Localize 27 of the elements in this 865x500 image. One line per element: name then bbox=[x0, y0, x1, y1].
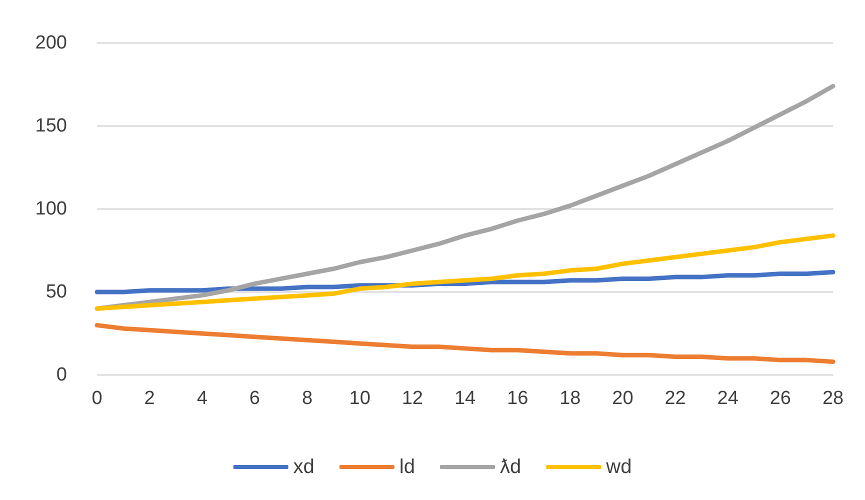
x-tick-label: 6 bbox=[249, 388, 260, 409]
legend-label: ld bbox=[399, 456, 416, 478]
x-tick-label: 20 bbox=[612, 388, 634, 409]
x-tick-label: 16 bbox=[507, 388, 528, 409]
x-tick-label: 28 bbox=[822, 388, 844, 409]
y-tick-label: 50 bbox=[46, 282, 67, 302]
legend-label: wd bbox=[605, 456, 632, 478]
x-tick-label: 24 bbox=[717, 388, 739, 409]
x-tick-label: 22 bbox=[664, 388, 686, 409]
x-tick-label: 8 bbox=[302, 388, 313, 409]
line-series bbox=[94, 233, 836, 311]
y-tick-label: 200 bbox=[35, 32, 67, 54]
x-tick-label: 18 bbox=[560, 388, 581, 409]
x-tick-label: 0 bbox=[92, 388, 102, 409]
y-tick-label: 0 bbox=[56, 364, 67, 386]
x-tick-label: 12 bbox=[402, 388, 423, 409]
line-series bbox=[94, 84, 836, 311]
x-tick-label: 2 bbox=[144, 388, 155, 409]
y-tick-label: 150 bbox=[35, 116, 67, 136]
x-tick-label: 14 bbox=[454, 388, 476, 409]
x-tick-label: 10 bbox=[349, 388, 370, 409]
legend-label: ƛd bbox=[500, 456, 522, 478]
y-tick-label: 100 bbox=[35, 198, 67, 220]
x-tick-label: 26 bbox=[770, 388, 791, 409]
x-tick-label: 4 bbox=[196, 388, 208, 409]
line-series bbox=[94, 322, 836, 364]
legend-label: xd bbox=[293, 456, 314, 478]
